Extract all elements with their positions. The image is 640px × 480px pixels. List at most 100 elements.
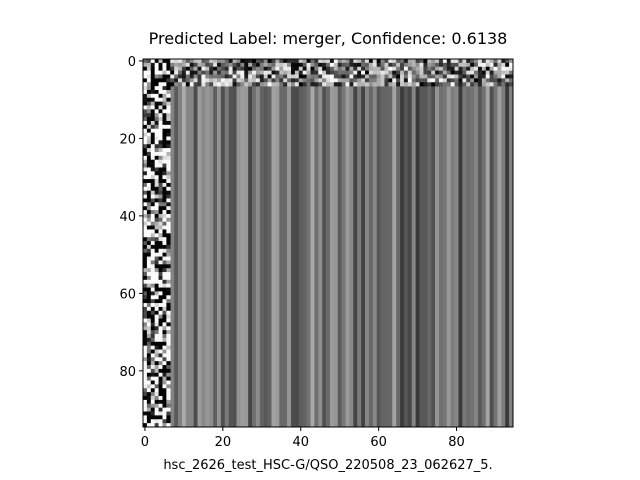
pixel xyxy=(143,322,148,327)
pixel xyxy=(466,59,471,64)
pixel xyxy=(407,59,413,64)
pixel xyxy=(150,310,155,315)
pixel xyxy=(442,70,448,75)
pixel xyxy=(158,132,163,137)
pixel xyxy=(477,66,483,71)
pixel xyxy=(220,66,226,71)
pixel xyxy=(143,334,148,339)
pixel xyxy=(162,299,167,304)
pixel xyxy=(294,78,300,83)
pixel xyxy=(357,66,362,71)
pixel xyxy=(485,78,490,83)
pixel xyxy=(154,353,159,358)
pixel xyxy=(509,66,514,71)
pixel xyxy=(154,213,159,219)
pixel xyxy=(150,264,155,269)
pixel xyxy=(162,330,167,335)
pixel xyxy=(244,74,249,79)
pixel xyxy=(150,376,155,381)
pixel xyxy=(166,272,171,277)
pixel xyxy=(162,419,167,424)
pixel xyxy=(150,396,155,401)
pixel xyxy=(493,70,498,75)
pixel xyxy=(209,78,214,83)
pixel xyxy=(154,128,159,133)
pixel xyxy=(396,59,401,64)
pixel xyxy=(193,62,198,68)
pixel xyxy=(446,66,451,71)
pixel xyxy=(271,74,276,79)
pixel xyxy=(411,74,416,79)
pixel xyxy=(298,62,303,68)
pixel xyxy=(143,206,148,211)
pixel xyxy=(143,124,148,130)
y-tick-label: 60 xyxy=(119,287,136,302)
pixel xyxy=(143,283,148,288)
pixel xyxy=(154,171,159,176)
pixel xyxy=(181,74,187,79)
pixel xyxy=(166,89,171,95)
pixel xyxy=(314,62,319,68)
pixel xyxy=(466,78,471,83)
pixel xyxy=(166,210,171,215)
pixel xyxy=(166,283,171,288)
pixel xyxy=(213,74,218,79)
pixel xyxy=(146,279,152,284)
pixel xyxy=(146,105,152,110)
pixel xyxy=(294,70,300,75)
pixel xyxy=(162,66,167,71)
pixel xyxy=(146,182,152,188)
pixel xyxy=(143,70,148,75)
pixel xyxy=(162,279,167,284)
pixel xyxy=(446,70,451,75)
pixel xyxy=(454,82,459,87)
pixel xyxy=(158,186,163,192)
pixel xyxy=(462,74,467,79)
pixel xyxy=(146,287,152,292)
pixel xyxy=(146,403,152,408)
pixel xyxy=(162,202,167,207)
pixel xyxy=(178,78,183,83)
pixel xyxy=(419,74,424,79)
pixel xyxy=(146,66,152,71)
pixel xyxy=(150,148,155,153)
pixel xyxy=(411,62,416,68)
pixel xyxy=(166,403,171,408)
pixel xyxy=(419,70,424,75)
pixel xyxy=(146,237,152,242)
pixel xyxy=(143,361,148,366)
pixel xyxy=(146,194,152,199)
pixel xyxy=(143,287,148,292)
pixel xyxy=(213,59,218,64)
pixel xyxy=(236,82,241,87)
x-tick-label: 60 xyxy=(370,435,387,450)
pixel xyxy=(419,82,424,87)
pixel xyxy=(497,66,502,71)
pixel xyxy=(158,256,163,261)
pixel xyxy=(213,62,218,68)
pixel xyxy=(181,59,187,64)
pixel xyxy=(255,59,261,64)
pixel xyxy=(446,59,451,64)
pixel xyxy=(493,59,498,64)
pixel xyxy=(302,66,307,71)
pixel xyxy=(154,376,159,381)
pixel xyxy=(143,136,148,141)
pixel xyxy=(446,78,451,83)
pixel xyxy=(162,287,167,292)
pixel xyxy=(162,163,167,168)
pixel xyxy=(154,337,159,343)
pixel xyxy=(146,140,152,145)
pixel xyxy=(209,70,214,75)
pixel xyxy=(162,268,167,273)
pixel-column xyxy=(224,59,229,427)
pixel xyxy=(345,74,350,79)
pixel xyxy=(143,128,148,133)
pixel-column xyxy=(493,59,498,427)
pixel xyxy=(162,198,167,203)
pixel xyxy=(150,357,155,362)
pixel xyxy=(217,82,222,87)
pixel xyxy=(411,82,416,87)
pixel xyxy=(143,175,148,180)
pixel xyxy=(166,82,171,87)
